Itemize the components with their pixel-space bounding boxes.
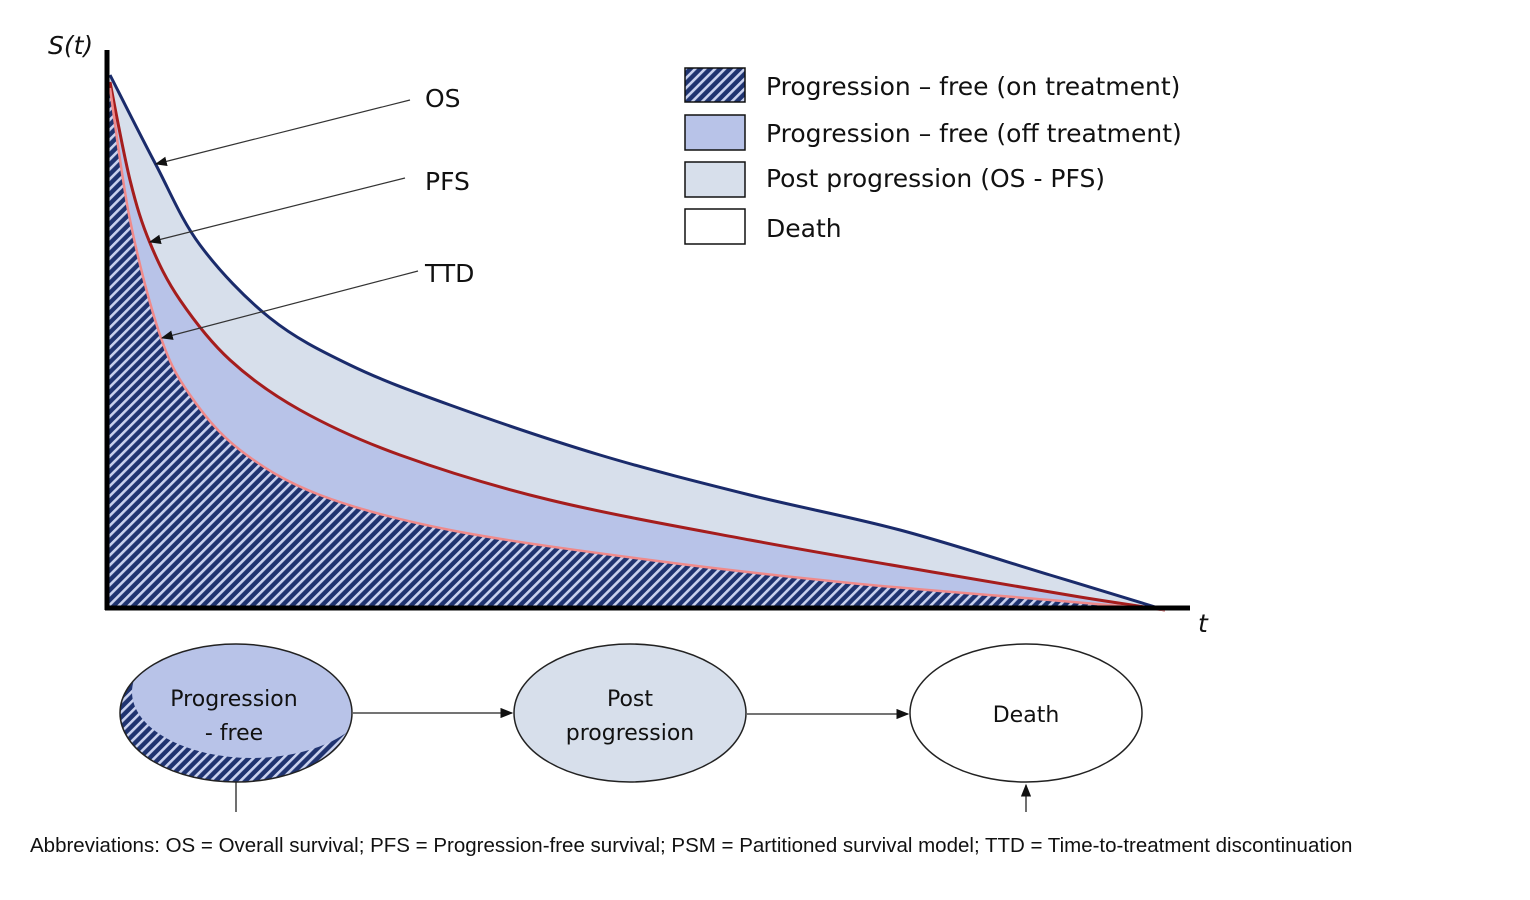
legend-swatch-off-treatment <box>684 114 746 151</box>
progression-free-off-treatment-area <box>108 75 1165 610</box>
state-progression-free-line2: - free <box>205 721 263 746</box>
os-label: OS <box>425 84 461 113</box>
state-progression-free: Progression - free <box>119 643 353 783</box>
state-progression-free-line1: Progression <box>170 687 297 712</box>
ttd-curve <box>108 87 1166 612</box>
y-axis-label: S(t) <box>48 31 93 60</box>
legend-label-post-progression: Post progression (OS - PFS) <box>766 164 1105 193</box>
state-post-progression: Post progression <box>513 643 747 783</box>
legend: Progression – free (on treatment) Progre… <box>684 67 1182 245</box>
state-post-progression-line2: progression <box>566 721 695 746</box>
legend-label-off-treatment: Progression – free (off treatment) <box>766 119 1182 148</box>
legend-label-on-treatment: Progression – free (on treatment) <box>766 72 1180 101</box>
abbreviations-caption: Abbreviations: OS = Overall survival; PF… <box>30 834 1353 857</box>
state-post-progression-line1: Post <box>607 687 653 712</box>
state-death-label: Death <box>993 703 1060 728</box>
legend-label-death: Death <box>766 214 842 243</box>
legend-swatch-post-progression <box>684 161 746 198</box>
x-axis-label: t <box>1198 609 1209 638</box>
os-leader <box>154 99 411 167</box>
pfs-label: PFS <box>425 167 470 196</box>
state-death: Death <box>909 643 1143 783</box>
pfs-leader <box>148 177 406 245</box>
legend-swatch-death <box>684 208 746 245</box>
ttd-leader <box>160 270 419 340</box>
os-curve <box>108 74 1166 612</box>
ttd-label: TTD <box>424 259 474 288</box>
legend-swatch-on-treatment <box>684 67 746 103</box>
progression-free-on-treatment-area <box>108 75 1165 610</box>
